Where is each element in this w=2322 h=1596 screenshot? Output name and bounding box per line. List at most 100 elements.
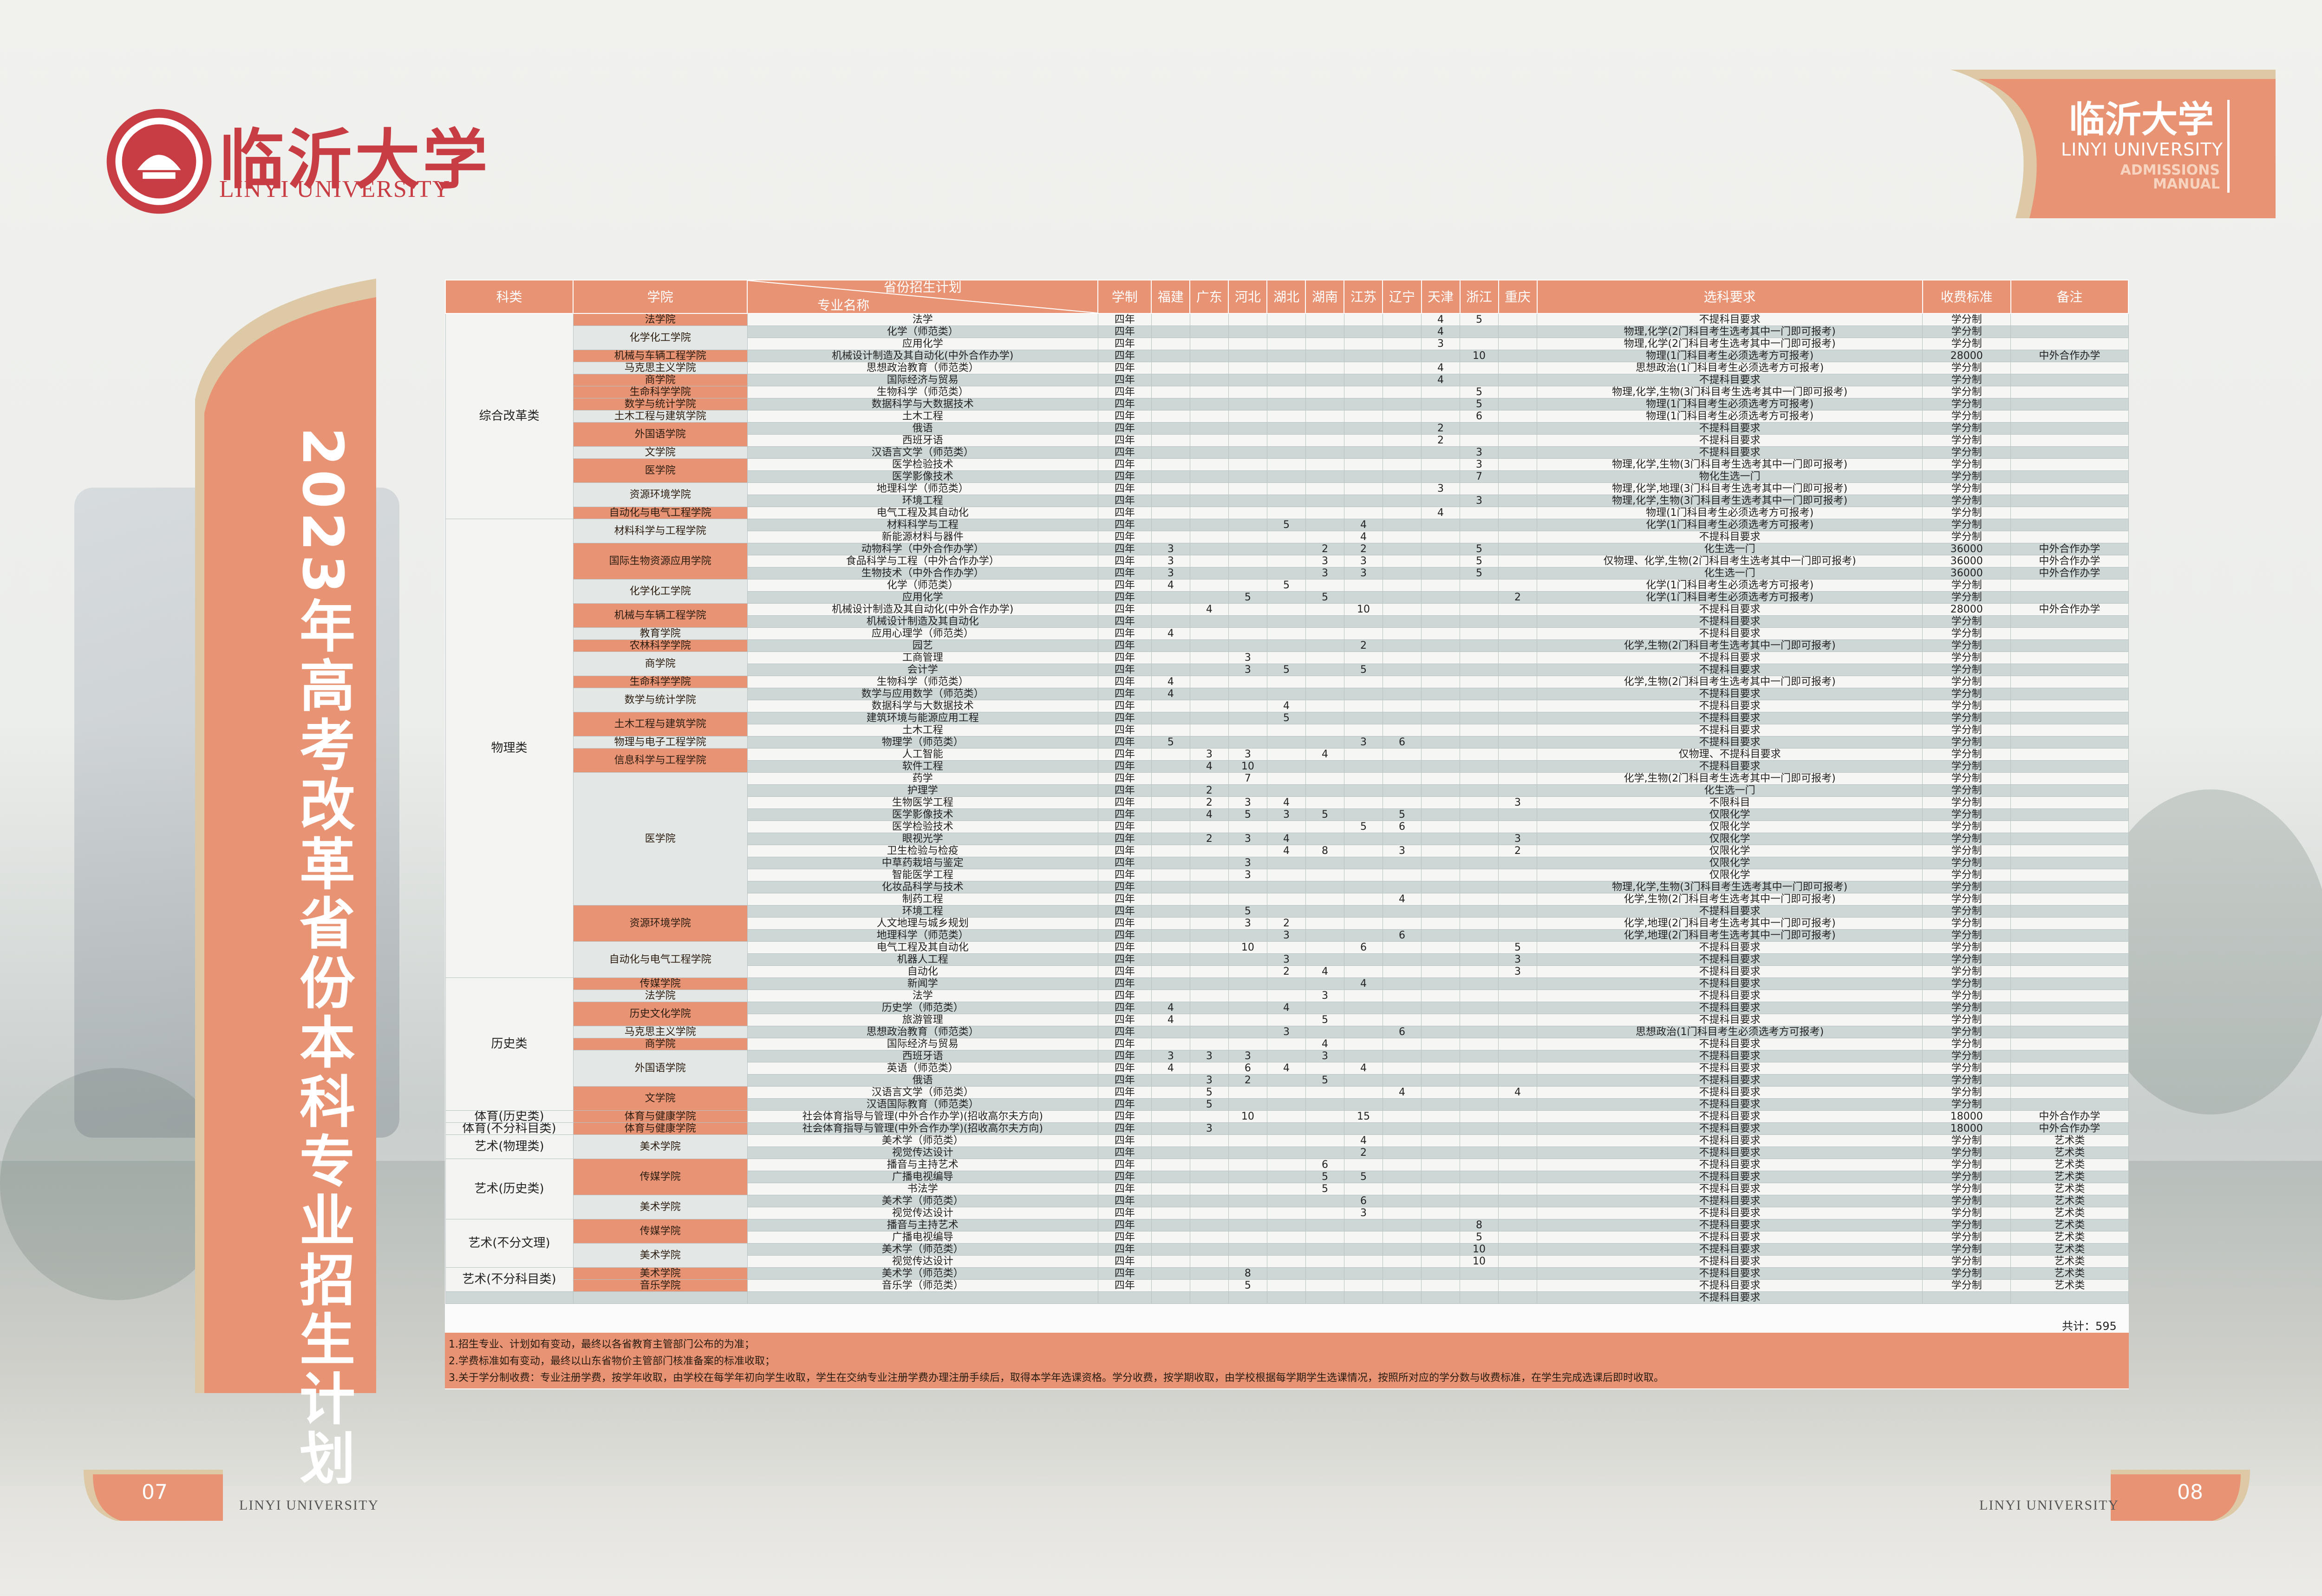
duration-cell: 四年: [1097, 712, 1152, 724]
note-cell: [2010, 434, 2129, 447]
quota-cell: [1498, 458, 1538, 471]
quota-cell: [1228, 688, 1267, 700]
note-cell: [2010, 639, 2129, 652]
college-cell: 化学化工学院: [573, 326, 748, 350]
quota-cell: [1151, 1183, 1190, 1195]
quota-cell: [1460, 1086, 1499, 1099]
note-cell: [2010, 833, 2129, 845]
quota-cell: 5: [1305, 1014, 1344, 1026]
duration-cell: 四年: [1097, 1231, 1152, 1244]
quota-cell: [1421, 881, 1461, 893]
quota-cell: [1498, 1014, 1538, 1026]
quota-cell: [1228, 676, 1267, 688]
quota-cell: [1266, 651, 1306, 664]
quota-cell: [1460, 362, 1499, 374]
quota-cell: [1228, 1219, 1267, 1231]
quota-cell: 2: [1228, 1074, 1267, 1087]
quota-cell: [1266, 857, 1306, 869]
table-row: 自动化与电气工程学院 电气工程及其自动化 四年 4 物理(1门科目考生必须选考方可报考)…: [445, 507, 2129, 519]
fee-cell: 学分制: [1922, 857, 2011, 869]
fee-cell: 学分制: [1922, 1050, 2011, 1062]
duration-cell: 四年: [1097, 700, 1152, 712]
requirement-cell: 化学,生物(2门科目考生选考其中一门即可报考): [1537, 639, 1923, 652]
duration-cell: 四年: [1097, 869, 1152, 881]
quota-cell: [1460, 482, 1499, 495]
quota-cell: 4: [1266, 845, 1306, 857]
college-cell: 化学化工学院: [573, 579, 748, 604]
table-row: 艺术(历史类) 传媒学院 播音与主持艺术 四年 6 不提科目要求 学分制 艺术类: [445, 1159, 2129, 1219]
quota-cell: [1228, 1014, 1267, 1026]
note-cell: 中外合作办学: [2010, 1110, 2129, 1123]
quota-cell: [1498, 1195, 1538, 1207]
note-cell: [2010, 965, 2129, 978]
quota-cell: [1305, 929, 1344, 942]
quota-cell: [1151, 374, 1190, 386]
quota-cell: [1228, 446, 1267, 459]
quota-cell: [1305, 1134, 1344, 1147]
quota-cell: [1344, 615, 1383, 628]
quota-cell: [1421, 700, 1461, 712]
requirement-cell: 仅限化学: [1537, 808, 1923, 821]
quota-cell: [1344, 965, 1383, 978]
quota-cell: [1460, 857, 1499, 869]
note-cell: 艺术类: [2010, 1207, 2129, 1219]
quota-cell: [1228, 639, 1267, 652]
quota-cell: [1151, 1122, 1190, 1135]
quota-cell: [1460, 603, 1499, 616]
quota-cell: 5: [1460, 543, 1499, 555]
note-cell: [2010, 1074, 2129, 1087]
quota-cell: [1305, 639, 1344, 652]
college-cell: 机械与车辆工程学院: [573, 603, 748, 628]
quota-cell: [1189, 579, 1229, 592]
quota-cell: [1266, 1171, 1306, 1183]
quota-cell: [1189, 1062, 1229, 1075]
quota-cell: [1189, 531, 1229, 543]
quota-cell: 4: [1266, 796, 1306, 809]
quota-cell: [1498, 977, 1538, 990]
quota-cell: [1421, 712, 1461, 724]
header-college: 学院: [573, 280, 748, 314]
requirement-cell: 物理(1门科目考生必须选考方可报考): [1537, 398, 1923, 410]
table-row: 体育(不分科目类) 体育与健康学院 社会体育指导与管理(中外合作办学)(招收高尔夫方…: [445, 1122, 2129, 1135]
quota-cell: [1189, 1267, 1229, 1280]
header-major: 专业名称: [817, 298, 870, 313]
major-cell: 数据科学与大数据技术: [747, 700, 1098, 712]
note-cell: 艺术类: [2010, 1231, 2129, 1244]
note-cell: [2010, 905, 2129, 918]
major-cell: 国际经济与贸易: [747, 374, 1098, 386]
quota-cell: [1151, 313, 1190, 326]
quota-cell: 3: [1344, 1207, 1383, 1219]
empty-cell: [1498, 1291, 1538, 1304]
quota-cell: 3: [1498, 833, 1538, 845]
table-row: 马克思主义学院 思想政治教育（师范类） 四年 3 6 思想政治(1门科目考生必须选考方可报…: [445, 1026, 2129, 1038]
quota-cell: 5: [1460, 555, 1499, 567]
quota-cell: [1498, 724, 1538, 736]
college-cell: 物理与电子工程学院: [573, 736, 748, 749]
quota-cell: [1266, 458, 1306, 471]
note-cell: [2010, 1086, 2129, 1099]
quota-cell: [1266, 398, 1306, 410]
quota-cell: [1382, 1267, 1422, 1280]
note-cell: [2010, 651, 2129, 664]
table-row: 医学检验技术 四年 5 6 仅限化学 学分制: [445, 821, 2129, 833]
quota-cell: [1382, 748, 1422, 761]
major-cell: 化学（师范类）: [747, 579, 1098, 592]
quota-cell: [1189, 507, 1229, 519]
requirement-cell: 不提科目要求: [1537, 712, 1923, 724]
note-cell: [2010, 338, 2129, 350]
quota-cell: [1266, 1038, 1306, 1050]
requirement-cell: 不提科目要求: [1537, 664, 1923, 676]
quota-cell: [1421, 990, 1461, 1002]
quota-cell: [1344, 1086, 1383, 1099]
quota-cell: [1151, 446, 1190, 459]
badge-university-name: 临沂大学: [2069, 99, 2214, 141]
college-cell: 医学院: [573, 458, 748, 483]
quota-cell: [1460, 700, 1499, 712]
quota-cell: [1421, 929, 1461, 942]
quota-cell: [1305, 651, 1344, 664]
quota-cell: [1460, 326, 1499, 338]
quota-cell: [1498, 784, 1538, 797]
quota-cell: [1382, 772, 1422, 785]
quota-cell: [1151, 639, 1190, 652]
quota-cell: 3: [1382, 845, 1422, 857]
